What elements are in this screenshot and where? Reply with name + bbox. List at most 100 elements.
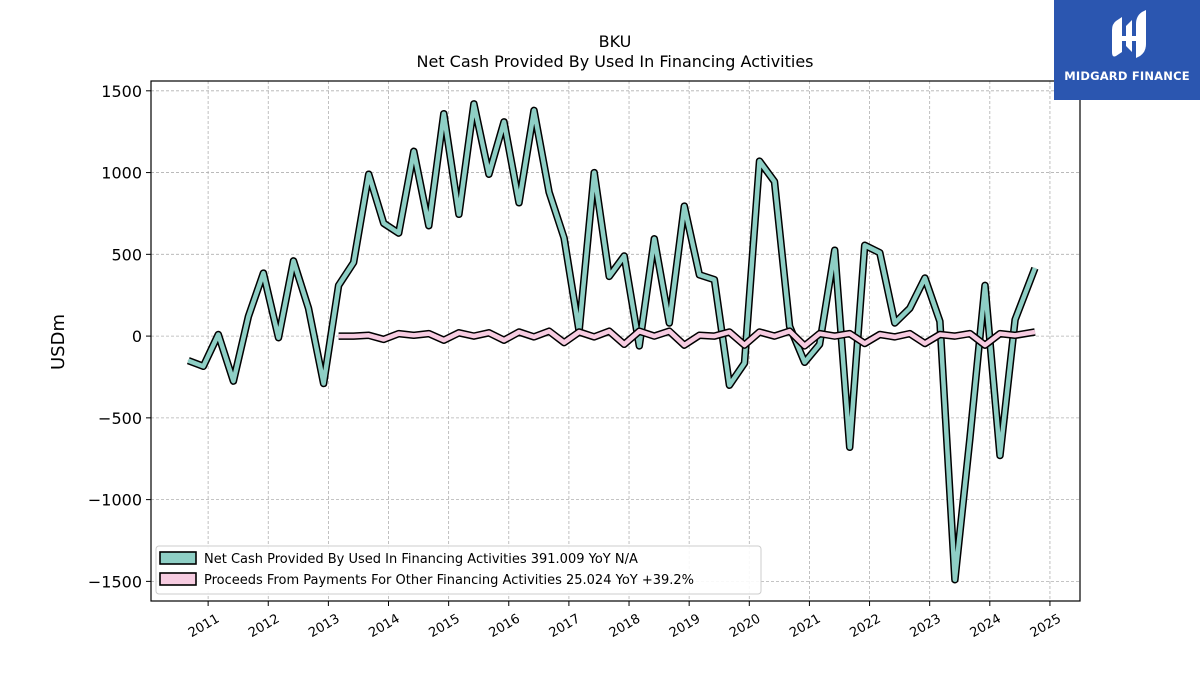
- data-point: [804, 345, 806, 347]
- data-point: [879, 252, 881, 254]
- data-point: [713, 279, 716, 281]
- series-lines: [186, 100, 1039, 584]
- data-point: [924, 342, 926, 345]
- x-tick-label: 2012: [246, 611, 282, 641]
- x-tick-label: 2014: [366, 611, 402, 641]
- data-point: [548, 191, 550, 193]
- data-point: [488, 332, 490, 334]
- x-tick-label: 2018: [607, 611, 643, 641]
- data-point: [789, 325, 791, 327]
- data-point: [999, 454, 1001, 457]
- data-point: [819, 333, 821, 335]
- data-point: [819, 343, 821, 345]
- data-point: [1034, 331, 1036, 333]
- data-point: [323, 382, 325, 385]
- plot-frame: [150, 80, 1081, 602]
- data-point: [338, 284, 340, 286]
- y-tick-label: 1000: [101, 164, 142, 183]
- x-tick-label: 2022: [847, 611, 883, 641]
- y-tick-label: −1500: [88, 572, 142, 591]
- data-point: [834, 249, 836, 251]
- legend-swatch-1: [159, 551, 197, 565]
- data-point: [533, 336, 535, 338]
- data-point: [593, 336, 595, 338]
- data-point: [563, 237, 565, 239]
- data-point: [984, 284, 986, 286]
- data-point: [849, 446, 851, 448]
- data-point: [608, 330, 610, 332]
- data-point: [1014, 334, 1016, 336]
- data-point: [413, 150, 415, 152]
- data-point: [443, 339, 445, 341]
- legend-label-2: Proceeds From Payments For Other Financi…: [204, 573, 694, 588]
- data-point: [458, 213, 460, 215]
- legend-label-1: Net Cash Provided By Used In Financing A…: [204, 552, 638, 567]
- data-point: [518, 202, 520, 204]
- data-point: [277, 337, 280, 339]
- data-point: [623, 255, 625, 257]
- legend: Net Cash Provided By Used In Financing A…: [155, 545, 762, 595]
- data-point: [879, 333, 881, 336]
- data-point: [653, 238, 655, 240]
- data-point: [954, 335, 956, 337]
- data-point: [338, 335, 340, 337]
- data-point: [849, 333, 851, 335]
- data-point: [864, 244, 866, 246]
- data-point: [758, 160, 761, 162]
- y-tick-label: 0: [132, 327, 142, 346]
- data-point: [353, 261, 355, 264]
- data-point: [743, 344, 746, 346]
- data-point: [292, 260, 295, 262]
- data-point: [773, 181, 776, 183]
- data-point: [608, 275, 610, 277]
- data-point: [713, 335, 716, 337]
- data-point: [1034, 267, 1036, 269]
- y-tick-label: 1500: [101, 82, 142, 101]
- data-point: [458, 332, 460, 334]
- data-point: [894, 336, 896, 338]
- legend-box: [155, 545, 762, 595]
- x-tick-label: 2013: [306, 611, 342, 641]
- x-tick-label: 2011: [186, 611, 222, 641]
- data-point: [894, 322, 896, 324]
- data-point: [247, 315, 249, 318]
- data-point: [533, 109, 535, 111]
- data-point: [232, 380, 234, 382]
- data-point: [969, 333, 971, 335]
- data-point: [518, 331, 520, 333]
- chart-title: BKU: [599, 32, 632, 51]
- data-point: [638, 330, 640, 332]
- data-point: [578, 331, 580, 333]
- chart-subtitle: Net Cash Provided By Used In Financing A…: [416, 52, 813, 71]
- data-point: [307, 307, 310, 309]
- data-point: [969, 436, 971, 439]
- x-tick-label: 2016: [487, 611, 523, 641]
- data-point: [443, 113, 445, 115]
- data-point: [638, 345, 640, 347]
- data-point: [773, 335, 776, 337]
- x-tick-label: 2024: [968, 611, 1004, 641]
- data-point: [698, 334, 701, 336]
- data-point: [683, 205, 685, 207]
- data-point: [758, 331, 761, 333]
- data-point: [383, 338, 385, 340]
- x-tick-label: 2025: [1028, 611, 1064, 641]
- data-point: [187, 360, 189, 362]
- data-point: [383, 222, 385, 224]
- data-point: [428, 333, 430, 335]
- x-tick-label: 2021: [787, 611, 823, 641]
- data-point: [473, 335, 475, 337]
- data-point: [488, 173, 490, 175]
- data-point: [804, 361, 806, 363]
- data-point: [999, 333, 1001, 335]
- y-tick-label: 500: [111, 245, 142, 264]
- x-tick-label: 2015: [426, 611, 462, 641]
- data-point: [398, 232, 400, 234]
- data-point: [668, 322, 670, 324]
- data-point: [217, 333, 219, 336]
- data-point: [368, 334, 370, 336]
- y-axis-label: USDm: [48, 314, 69, 370]
- midgard-logo-icon: [1112, 10, 1146, 58]
- data-point: [683, 344, 685, 346]
